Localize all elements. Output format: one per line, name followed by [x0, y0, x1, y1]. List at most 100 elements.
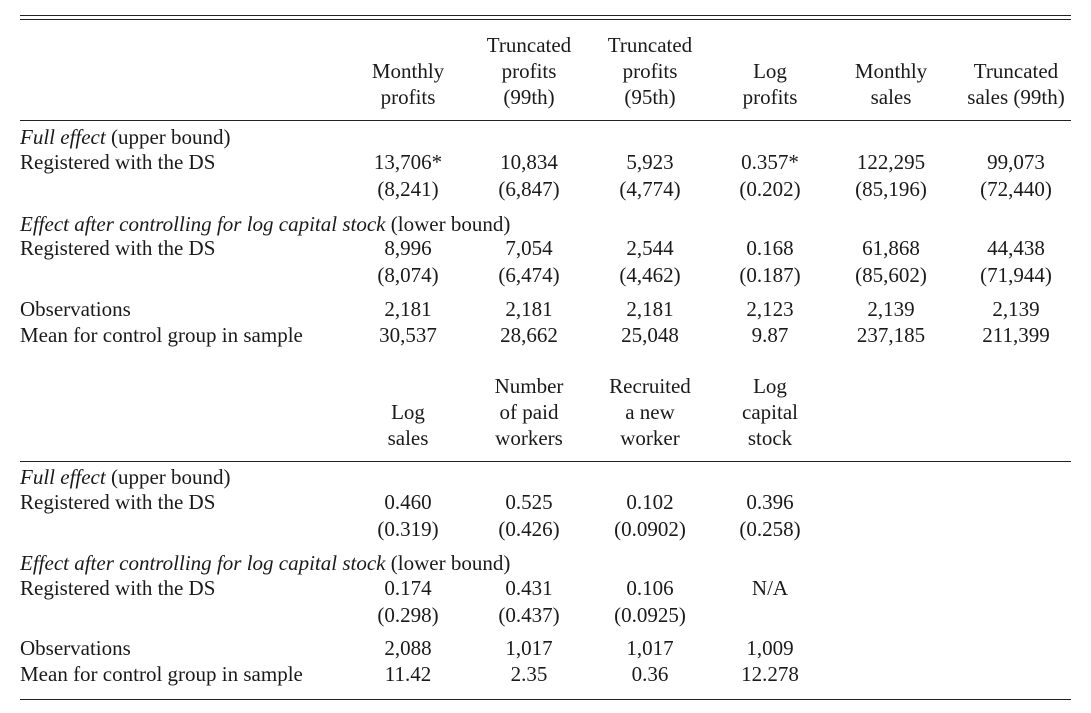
- section-controlled-effect-bound: (lower bound): [390, 551, 511, 575]
- coefficient: 7,054: [505, 236, 553, 260]
- standard-error: (0.187): [739, 263, 801, 287]
- column-header: (95th): [624, 85, 676, 109]
- row-label: Registered with the DS: [20, 490, 216, 514]
- section-controlled-effect-bound: (lower bound): [390, 212, 511, 236]
- section-full-effect: Full effect (upper bound): [20, 124, 231, 150]
- column-header: Truncated: [486, 33, 572, 57]
- coefficient: 0.460: [384, 490, 432, 514]
- row-label: Observations: [20, 297, 131, 321]
- column-header: Truncated: [973, 59, 1059, 83]
- control-mean-value: 0.36: [631, 662, 669, 686]
- bottom-rule: [20, 699, 1071, 700]
- coefficient: 0.525: [505, 490, 553, 514]
- column-header: Log: [753, 374, 787, 398]
- section-full-effect: Full effect (upper bound): [20, 464, 231, 490]
- section-full-effect-italic: Full effect: [20, 465, 106, 489]
- column-header: Monthly: [854, 59, 928, 83]
- control-mean-value: 12.278: [741, 662, 799, 686]
- section-controlled-effect-italic: Effect after controlling for log capital…: [20, 212, 386, 236]
- column-header: Log: [753, 59, 787, 83]
- coefficient: 5,923: [626, 150, 674, 174]
- observations-value: 2,139: [992, 297, 1040, 321]
- column-header: profits: [380, 85, 436, 109]
- control-mean-value: 237,185: [856, 323, 926, 347]
- standard-error: (0.298): [377, 603, 439, 627]
- standard-error: (0.319): [377, 517, 439, 541]
- coefficient: 13,706*: [373, 150, 443, 174]
- standard-error: (0.0902): [614, 517, 686, 541]
- row-label: Registered with the DS: [20, 576, 216, 600]
- row-label: Registered with the DS: [20, 150, 216, 174]
- standard-error: (6,847): [498, 177, 560, 201]
- standard-error: (0.0925): [614, 603, 686, 627]
- section-controlled-effect-italic: Effect after controlling for log capital…: [20, 551, 386, 575]
- observations-value: 2,181: [505, 297, 553, 321]
- control-mean-value: 2.35: [510, 662, 548, 686]
- standard-error: (4,462): [619, 263, 681, 287]
- standard-error: (0.426): [498, 517, 560, 541]
- column-header: sales (99th): [967, 85, 1065, 109]
- standard-error: (85,602): [855, 263, 927, 287]
- column-header: workers: [495, 426, 563, 450]
- control-mean-value: 9.87: [751, 323, 789, 347]
- column-header: sales: [387, 426, 429, 450]
- coefficient: 0.106: [626, 576, 674, 600]
- section-full-effect-bound: (upper bound): [110, 465, 231, 489]
- column-header: profits: [622, 59, 678, 83]
- coefficient: 0.431: [505, 576, 553, 600]
- observations-value: 1,017: [505, 636, 553, 660]
- column-header: (99th): [503, 85, 555, 109]
- control-mean-value: 28,662: [500, 323, 558, 347]
- observations-value: 2,123: [746, 297, 794, 321]
- column-header: sales: [870, 85, 912, 109]
- top-rule-2: [20, 19, 1071, 20]
- standard-error: (72,440): [980, 177, 1052, 201]
- column-header: capital: [742, 400, 798, 424]
- standard-error: (0.202): [739, 177, 801, 201]
- coefficient: 8,996: [384, 236, 432, 260]
- column-header: stock: [747, 426, 793, 450]
- standard-error: (4,774): [619, 177, 681, 201]
- observations-value: 2,088: [384, 636, 432, 660]
- column-header: profits: [742, 85, 798, 109]
- column-header: Recruited: [609, 374, 691, 398]
- column-header: worker: [620, 426, 680, 450]
- column-header: Number: [494, 374, 564, 398]
- section-controlled-effect: Effect after controlling for log capital…: [20, 550, 510, 576]
- column-header: Truncated: [607, 33, 693, 57]
- header-rule-a: [20, 120, 1071, 121]
- coefficient: 99,073: [987, 150, 1045, 174]
- coefficient: 2,544: [626, 236, 674, 260]
- header-rule-b: [20, 461, 1071, 462]
- standard-error: (8,074): [377, 263, 439, 287]
- column-header: a new: [625, 400, 675, 424]
- column-header: of paid: [499, 400, 559, 424]
- coefficient: 0.174: [384, 576, 432, 600]
- standard-error: (8,241): [377, 177, 439, 201]
- coefficient: 61,868: [862, 236, 920, 260]
- observations-value: 1,009: [746, 636, 794, 660]
- standard-error: (71,944): [980, 263, 1052, 287]
- row-label: Mean for control group in sample: [20, 662, 303, 686]
- observations-value: 2,181: [384, 297, 432, 321]
- column-header: profits: [501, 59, 557, 83]
- coefficient: 10,834: [500, 150, 558, 174]
- row-label: Registered with the DS: [20, 236, 216, 260]
- control-mean-value: 211,399: [982, 323, 1050, 347]
- control-mean-value: 25,048: [621, 323, 679, 347]
- column-header: Log: [391, 400, 425, 424]
- observations-value: 2,139: [867, 297, 915, 321]
- standard-error: (85,196): [855, 177, 927, 201]
- column-header: Monthly: [371, 59, 445, 83]
- coefficient: 0.168: [746, 236, 794, 260]
- standard-error: (0.437): [498, 603, 560, 627]
- row-label: Mean for control group in sample: [20, 323, 303, 347]
- standard-error: (6,474): [498, 263, 560, 287]
- coefficient: N/A: [751, 576, 789, 600]
- row-label: Observations: [20, 636, 131, 660]
- coefficient: 0.357*: [741, 150, 799, 174]
- section-controlled-effect: Effect after controlling for log capital…: [20, 211, 510, 237]
- control-mean-value: 11.42: [384, 662, 432, 686]
- coefficient: 0.102: [626, 490, 674, 514]
- section-full-effect-italic: Full effect: [20, 125, 106, 149]
